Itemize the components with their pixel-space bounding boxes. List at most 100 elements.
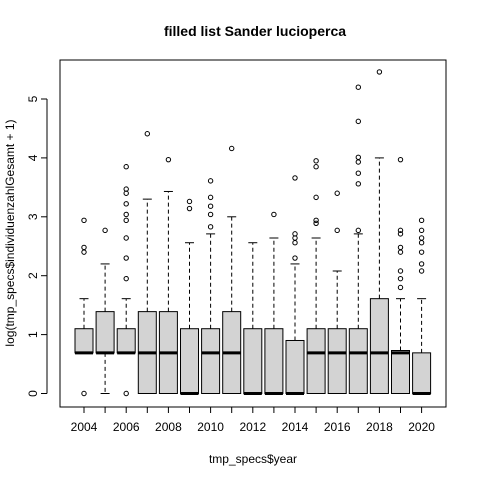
outlier-point [397, 156, 404, 163]
box-group-2019 [391, 156, 410, 394]
outlier-point [271, 211, 277, 218]
x-tick-label: 2020 [408, 420, 435, 434]
outlier-point [397, 268, 404, 274]
outlier-point [123, 217, 129, 224]
outlier-point [207, 224, 214, 230]
box-iqr [74, 328, 94, 354]
box-iqr [306, 328, 326, 394]
outlier-point [313, 158, 319, 164]
box-group-2006 [116, 164, 136, 397]
outlier-point [397, 231, 404, 237]
outlier-point [397, 284, 404, 291]
x-axis: 2004 2006 2008 2010 2012 2014 2016 2018 2020 [71, 406, 435, 434]
outlier-point [418, 249, 425, 255]
outlier-point [123, 186, 129, 192]
outlier-point [355, 154, 361, 161]
x-tick-label: 2010 [197, 420, 224, 434]
box-group-2004 [74, 217, 94, 397]
box-group-2010 [201, 178, 221, 394]
x-tick-label: 2016 [324, 420, 351, 434]
outlier-point [313, 220, 319, 226]
box-iqr [201, 328, 221, 394]
box-iqr [116, 328, 136, 354]
outlier-point [81, 217, 87, 224]
x-tick-label: 2014 [282, 420, 309, 434]
box-group-2013 [264, 211, 284, 395]
outlier-point [207, 194, 214, 201]
outlier-point [313, 194, 319, 201]
outlier-point [292, 255, 298, 261]
box-group-2015 [306, 158, 326, 394]
x-tick-label: 2018 [366, 420, 393, 434]
box-iqr [369, 298, 389, 394]
outlier-point [418, 268, 425, 274]
outlier-point [123, 390, 129, 397]
box-iqr [348, 328, 368, 394]
outlier-point [144, 131, 151, 137]
box-iqr [180, 328, 199, 394]
outlier-point [102, 227, 108, 234]
outlier-point [334, 227, 340, 234]
outlier-point [313, 217, 319, 224]
outlier-point [355, 170, 361, 176]
box-group-2011 [222, 145, 242, 394]
outlier-point [165, 156, 172, 163]
outlier-point [313, 164, 319, 170]
box-iqr [412, 352, 432, 395]
x-tick-label: 2012 [239, 420, 266, 434]
box-group-2018 [369, 69, 389, 394]
outlier-point [186, 205, 193, 212]
outlier-point [123, 211, 129, 218]
outlier-point [123, 255, 129, 261]
box-group-2016 [327, 190, 347, 394]
outlier-point [292, 175, 298, 181]
box-iqr [391, 350, 410, 394]
box-iqr [285, 339, 305, 394]
box-group-2012 [243, 242, 263, 395]
outlier-point [334, 190, 340, 196]
outlier-point [123, 275, 129, 282]
box-group-2009 [180, 198, 199, 395]
y-axis-label: log(tmp_specs$individuenzahlGesamt + 1) [3, 119, 17, 346]
outlier-point [292, 231, 298, 237]
outlier-point [229, 145, 235, 152]
x-tick-label: 2008 [155, 420, 182, 434]
box-iqr [243, 328, 263, 394]
box-iqr [95, 311, 115, 354]
x-tick-label: 2006 [113, 420, 140, 434]
y-tick-label: 4 [26, 154, 40, 161]
box-group-2008 [158, 156, 178, 394]
box-group-2014 [285, 175, 305, 395]
box-group-2020 [412, 217, 432, 395]
y-tick-label: 2 [26, 272, 40, 279]
outlier-point [186, 198, 193, 205]
chart-title: filled list Sander lucioperca [164, 23, 346, 39]
y-tick-label: 3 [26, 213, 40, 220]
boxes-layer [74, 69, 432, 397]
box-iqr [264, 328, 284, 394]
outlier-point [355, 181, 361, 187]
y-tick-label: 5 [26, 95, 40, 102]
x-tick-label: 2004 [71, 420, 98, 434]
outlier-point [418, 235, 425, 241]
outlier-point [418, 217, 425, 224]
box-group-2005 [95, 227, 115, 394]
y-tick-label: 0 [26, 390, 40, 397]
outlier-point [81, 244, 87, 251]
box-iqr [327, 328, 347, 394]
box-group-2007 [137, 131, 157, 394]
outlier-point [397, 244, 404, 251]
y-tick-label: 1 [26, 331, 40, 338]
outlier-point [123, 164, 129, 170]
outlier-point [355, 84, 361, 90]
outlier-point [207, 211, 214, 218]
outlier-point [123, 201, 129, 207]
outlier-point [123, 235, 129, 241]
outlier-point [207, 203, 214, 209]
outlier-point [418, 261, 425, 267]
outlier-point [376, 69, 383, 75]
outlier-point [81, 390, 87, 397]
box-group-2017 [348, 84, 368, 394]
